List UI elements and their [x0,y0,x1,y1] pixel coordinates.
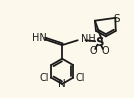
Text: O: O [101,46,109,56]
Text: HN: HN [32,33,47,43]
Text: S: S [95,36,103,49]
Text: N: N [58,79,66,89]
Text: NH: NH [81,34,95,44]
Text: O: O [89,46,97,56]
Text: Cl: Cl [75,73,85,83]
Text: S: S [113,14,120,24]
Text: Cl: Cl [40,73,49,83]
